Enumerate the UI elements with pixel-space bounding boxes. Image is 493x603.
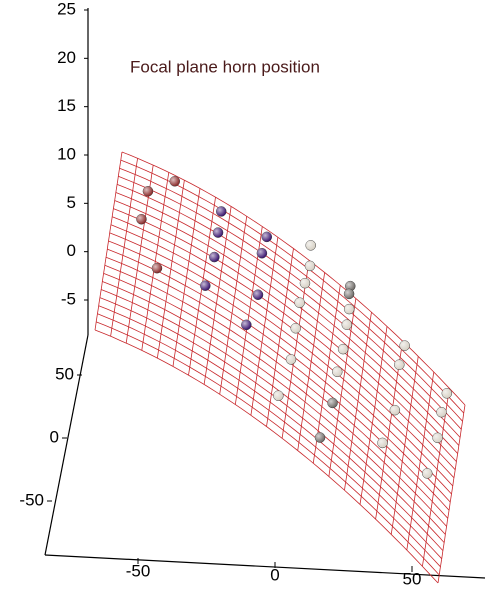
horn-highlight: [256, 248, 267, 259]
horn-highlight: [200, 280, 211, 291]
horn-highlight: [422, 468, 433, 479]
horn-highlight: [344, 304, 355, 315]
mesh-line: [97, 313, 441, 568]
horn-highlight: [441, 388, 452, 399]
mesh-line: [100, 289, 445, 543]
horn-highlight: [142, 186, 153, 197]
horn-highlight: [299, 278, 310, 289]
z-tick-label: 0: [67, 241, 76, 260]
mesh-line: [114, 200, 458, 454]
horn-highlight: [399, 340, 410, 351]
horn-highlight: [432, 432, 443, 443]
y-tick-label: 0: [50, 427, 59, 446]
mesh-line: [110, 224, 455, 479]
mesh-line: [98, 305, 442, 559]
horn-highlight: [136, 214, 147, 225]
horn-highlight: [151, 263, 162, 274]
mesh-line: [103, 273, 447, 527]
x-axis: [44, 554, 486, 579]
mesh-line: [115, 192, 460, 446]
horn-highlight: [252, 289, 263, 300]
x-tick-label: 0: [270, 565, 279, 584]
horn-highlight: [389, 405, 400, 416]
mesh-line: [116, 184, 461, 438]
horn-highlight: [344, 288, 355, 299]
horn-highlight: [341, 319, 352, 330]
mesh-line: [96, 321, 440, 576]
mesh-line: [108, 240, 452, 495]
mesh-line: [94, 329, 439, 584]
mesh-line: [105, 256, 450, 511]
mesh-line: [375, 341, 403, 520]
mesh-line: [437, 404, 466, 584]
horn-highlight: [394, 359, 405, 370]
horn-highlight: [436, 407, 447, 418]
horn-highlight: [327, 397, 338, 408]
horn-highlight: [315, 432, 326, 443]
mesh-line: [107, 248, 451, 503]
horn-highlight: [345, 281, 356, 292]
y-tick-label: 50: [55, 364, 74, 383]
mesh-line: [118, 175, 462, 430]
mesh-line: [281, 260, 310, 439]
mesh-line: [406, 372, 435, 551]
mesh-line: [99, 297, 444, 551]
mesh-line: [119, 167, 463, 422]
horn-highlight: [241, 319, 252, 330]
x-tick-label: 50: [403, 569, 422, 588]
chart-title: Focal plane horn position: [130, 57, 320, 76]
z-tick-label: 25: [57, 0, 76, 18]
horn-highlight: [261, 231, 272, 242]
horn-highlight: [294, 297, 305, 308]
horn-highlight: [304, 260, 315, 271]
y-tick-label: -50: [19, 490, 44, 509]
mesh-line: [344, 312, 372, 491]
horn-highlight: [332, 366, 343, 377]
horn-highlight: [377, 437, 388, 448]
z-tick-label: 5: [67, 193, 76, 212]
mesh-line: [109, 232, 453, 487]
mesh-line: [297, 272, 326, 451]
mesh-line: [113, 208, 457, 462]
z-tick-label: -5: [61, 289, 76, 308]
horn-highlight: [273, 390, 284, 401]
horn-highlight: [209, 252, 220, 263]
horn-highlight: [290, 323, 301, 334]
horn-highlight: [213, 227, 224, 238]
horn-highlight: [216, 206, 227, 217]
z-tick-label: 20: [57, 48, 76, 67]
mesh-line: [390, 356, 419, 535]
horn-highlight: [305, 240, 316, 251]
mesh-line: [328, 298, 357, 477]
x-tick-label: -50: [126, 561, 151, 580]
z-tick-label: 15: [57, 96, 76, 115]
horn-highlight: [169, 176, 180, 187]
y-axis: [44, 334, 89, 556]
mesh-line: [120, 159, 465, 414]
mesh-line: [359, 326, 388, 505]
horn-highlight: [286, 354, 297, 365]
horn-highlight: [338, 344, 349, 355]
z-tick-label: 10: [57, 144, 76, 163]
mesh-line: [422, 388, 450, 567]
